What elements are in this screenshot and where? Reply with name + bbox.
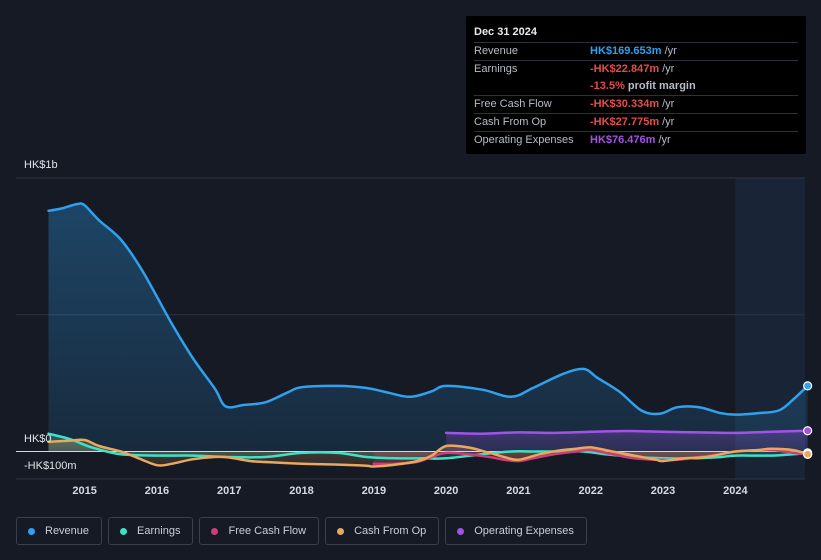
marker-opex	[803, 426, 813, 436]
area-revenue	[48, 203, 808, 452]
legend-item-earnings[interactable]: Earnings	[108, 517, 194, 545]
tooltip-row: Earnings -HK$22.847m/yr	[474, 60, 798, 78]
line-cfo	[47, 438, 809, 468]
x-tick-label: 2021	[506, 485, 531, 497]
tooltip-unit: /yr	[662, 63, 675, 75]
tooltip-row: -13.5% profit margin	[474, 78, 798, 95]
tooltip: Dec 31 2024 Revenue HK$169.653m/yr Earning…	[466, 16, 806, 154]
marker-revenue	[803, 381, 813, 391]
legend-dot-icon	[457, 527, 465, 535]
y-axis-label: HK$0	[24, 433, 52, 445]
x-tick-label: 2024	[723, 485, 748, 497]
tooltip-unit: /yr	[662, 116, 675, 128]
tooltip-value: -HK$27.775m	[590, 116, 660, 128]
legend-dot-icon	[211, 527, 219, 535]
x-tick-label: 2016	[144, 485, 170, 497]
tooltip-label: Operating Expenses	[474, 134, 574, 146]
x-tick-label: 2019	[361, 485, 387, 497]
legend-item-operating-expenses[interactable]: Operating Expenses	[445, 517, 587, 545]
legend-label: Operating Expenses	[474, 525, 574, 537]
legend-label: Earnings	[137, 525, 181, 537]
legend-label: Free Cash Flow	[228, 525, 307, 537]
tooltip-value: HK$169.653m	[590, 45, 662, 57]
legend-dot-icon	[337, 527, 345, 535]
legend-dot-icon	[28, 527, 35, 535]
x-tick-label: 2017	[217, 485, 242, 497]
legend-item-free-cash-flow[interactable]: Free Cash Flow	[199, 517, 320, 545]
x-tick-label: 2020	[433, 485, 459, 497]
y-axis-label: HK$1b	[24, 159, 58, 171]
tooltip-value: -HK$30.334m	[590, 98, 660, 110]
line-revenue	[47, 202, 809, 416]
tooltip-row: Cash From Op -HK$27.775m/yr	[474, 113, 798, 131]
tooltip-unit: /yr	[662, 98, 675, 110]
tooltip-unit: /yr	[664, 45, 677, 57]
x-tick-label: 2022	[578, 485, 603, 497]
area-opex	[446, 430, 808, 452]
tooltip-value: -HK$22.847m	[590, 63, 660, 75]
tooltip-label: Earnings	[474, 63, 518, 75]
tooltip-row: Free Cash Flow -HK$30.334m/yr	[474, 95, 798, 113]
marker-cfo	[803, 449, 813, 459]
legend-item-revenue[interactable]: Revenue	[16, 517, 103, 545]
tooltip-row: Operating Expenses HK$76.476m/yr	[474, 131, 798, 149]
legend-label: Cash From Op	[354, 525, 427, 537]
legend-dot-icon	[120, 527, 128, 535]
tooltip-value: -13.5%	[590, 80, 625, 92]
tooltip-row: Revenue HK$169.653m/yr	[474, 42, 798, 60]
tooltip-label: Cash From Op	[474, 116, 547, 128]
tooltip-label	[474, 78, 590, 95]
tooltip-date: Dec 31 2024	[474, 26, 537, 38]
x-tick-label: 2015	[72, 485, 97, 497]
x-tick-label: 2023	[650, 485, 676, 497]
line-opex	[444, 429, 809, 435]
area-cfo	[48, 439, 808, 467]
tooltip-unit: /yr	[658, 134, 671, 146]
tooltip-label: Revenue	[474, 45, 519, 57]
legend-label: Revenue	[45, 525, 90, 537]
legend: Revenue Earnings Free Cash Flow Cash From O…	[16, 517, 587, 545]
legend-item-cash-from-op[interactable]: Cash From Op	[325, 517, 440, 545]
x-tick-label: 2018	[289, 485, 314, 497]
tooltip-unit: profit margin	[627, 80, 696, 92]
tooltip-value: HK$76.476m	[590, 134, 656, 146]
tooltip-label: Free Cash Flow	[474, 98, 552, 110]
y-axis-label: -HK$100m	[24, 460, 77, 472]
